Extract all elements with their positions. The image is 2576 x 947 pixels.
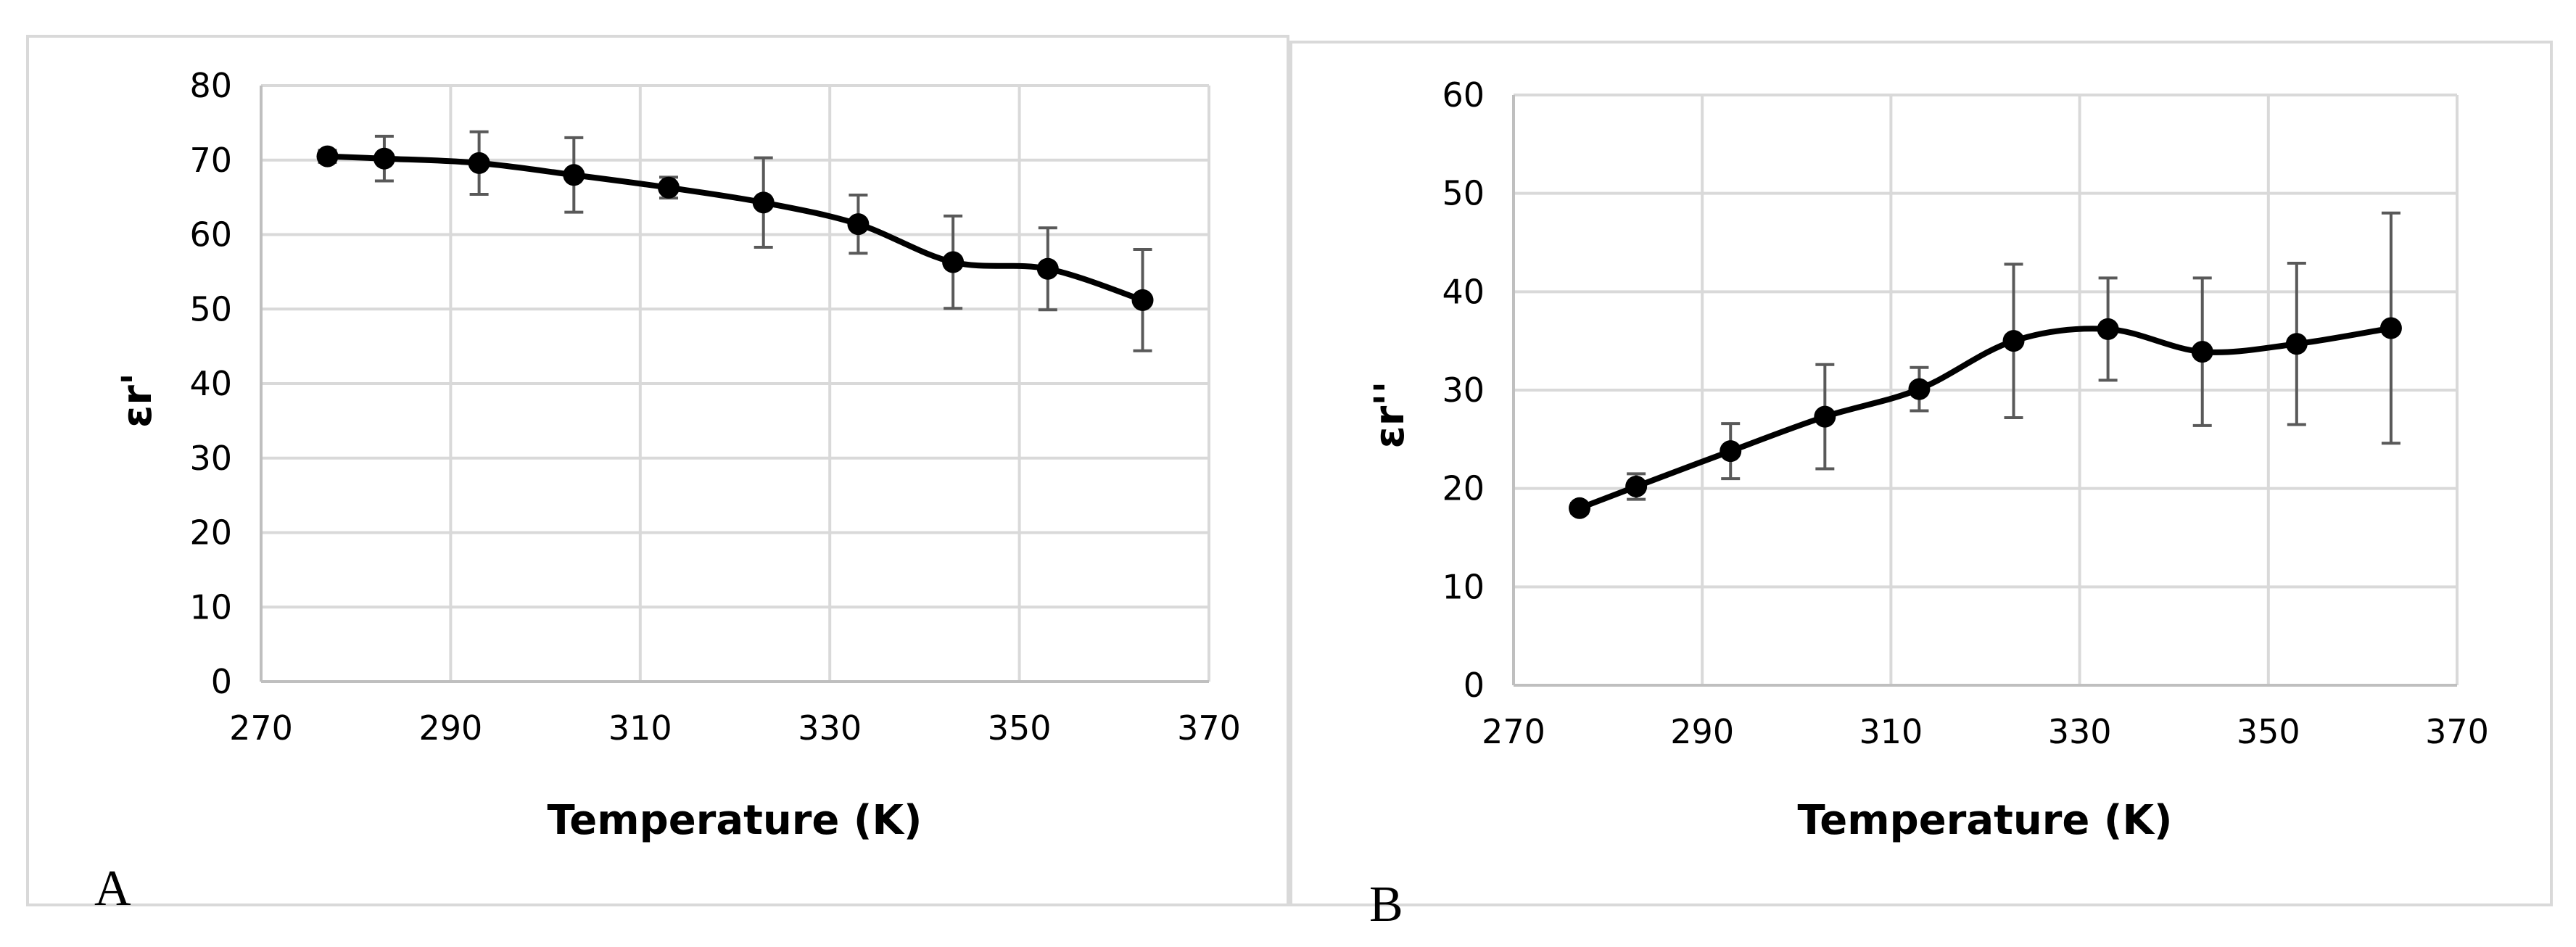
panel-a-y-tick-label: 80 xyxy=(189,66,232,105)
panel-b-y-tick-label: 40 xyxy=(1442,272,1485,311)
panel-b-data-point xyxy=(2191,341,2213,363)
panel-a-y-tick-label: 70 xyxy=(189,141,232,180)
panel-b-data-point xyxy=(2285,333,2308,355)
panel-a-y-tick-label: 20 xyxy=(189,513,232,553)
panel-a-data-point xyxy=(373,147,395,170)
panel-a-data-point xyxy=(752,191,775,214)
panel-b-series-line xyxy=(1578,325,2392,511)
panel-a-y-tick-label: 0 xyxy=(211,662,232,701)
panel-a-border xyxy=(26,35,1289,906)
panel-a-y-tick-labels: 0 10 20 30 40 50 60 70 80 xyxy=(189,66,232,701)
panel-a-y-tick-label: 10 xyxy=(189,587,232,626)
panel-b-data-point xyxy=(1720,440,1742,463)
panel-a: 270 290 310 330 350 370 0 10 20 30 40 50 60 70 80 Tem… xyxy=(26,35,1289,917)
panel-b-x-tick-label: 350 xyxy=(2237,712,2300,751)
panel-b-data-point xyxy=(1814,405,1836,428)
panel-b-x-tick-label: 290 xyxy=(1670,712,1734,751)
panel-a-x-tick-label: 270 xyxy=(229,708,293,748)
panel-a-series-line xyxy=(327,153,1144,303)
panel-b-data-point xyxy=(1908,378,1931,400)
panel-b-points xyxy=(1569,317,2402,519)
panel-b-data-point xyxy=(1625,475,1648,497)
panel-b-axes xyxy=(1512,95,2457,687)
panel-b-y-tick-label: 50 xyxy=(1442,174,1485,213)
panel-a-points xyxy=(316,145,1154,311)
panel-a-data-point xyxy=(658,176,680,199)
panel-a-x-tick-label: 330 xyxy=(798,708,862,748)
panel-a-data-point xyxy=(316,145,339,168)
panel-b-data-point xyxy=(2002,330,2025,352)
panel-b-data-point xyxy=(1569,497,1591,519)
panel-b-x-tick-label: 370 xyxy=(2425,712,2489,751)
panel-a-data-point xyxy=(563,164,585,186)
panel-b-y-tick-label: 0 xyxy=(1464,666,1485,705)
panel-b-data-point xyxy=(2379,317,2402,339)
panel-b-y-tick-label: 10 xyxy=(1442,567,1485,606)
panel-a-label: A xyxy=(94,861,131,917)
panel-a-x-axis-title: Temperature (K) xyxy=(548,797,922,844)
panel-b-grid xyxy=(1514,94,2459,685)
panel-b-x-tick-label: 310 xyxy=(1859,712,1923,751)
panel-a-y-tick-label: 50 xyxy=(189,289,232,328)
panel-a-y-tick-label: 60 xyxy=(189,215,232,255)
panel-a-y-tick-label: 30 xyxy=(189,439,232,478)
panel-a-x-tick-label: 370 xyxy=(1177,708,1241,748)
panel-a-data-point xyxy=(1131,289,1154,311)
panel-a-x-tick-label: 350 xyxy=(988,708,1052,748)
panel-b-border xyxy=(1289,41,2553,906)
panel-b-label: B xyxy=(1369,877,1403,932)
panel-b-y-tick-label: 20 xyxy=(1442,469,1485,508)
panel-b-x-axis-title: Temperature (K) xyxy=(1798,797,2173,844)
panel-a-y-axis-title: εr' xyxy=(114,373,161,428)
panel-a-x-tick-label: 310 xyxy=(608,708,672,748)
panel-b-y-tick-labels: 0 10 20 30 40 50 60 xyxy=(1442,75,1485,705)
panel-a-data-point xyxy=(847,213,870,236)
panel-b: 270 290 310 330 350 370 0 10 20 30 40 50 60 Tempera… xyxy=(1289,41,2553,932)
panel-b-y-axis-title: εr'' xyxy=(1366,381,1413,448)
panel-a-data-point xyxy=(468,152,490,174)
panel-a-y-tick-label: 40 xyxy=(189,364,232,403)
panel-b-x-tick-label: 330 xyxy=(2048,712,2112,751)
panel-b-x-tick-labels: 270 290 310 330 350 370 xyxy=(1482,712,2489,751)
panel-a-data-point xyxy=(1036,257,1059,280)
panel-b-y-tick-label: 60 xyxy=(1442,75,1485,115)
panel-b-y-tick-label: 30 xyxy=(1442,371,1485,410)
panel-a-axes xyxy=(260,86,1209,683)
panel-b-data-point xyxy=(2097,318,2119,340)
panel-b-x-tick-label: 270 xyxy=(1482,712,1545,751)
panel-a-data-point xyxy=(942,251,965,273)
panel-a-x-tick-labels: 270 290 310 330 350 370 xyxy=(229,708,1241,748)
panel-a-x-tick-label: 290 xyxy=(418,708,482,748)
